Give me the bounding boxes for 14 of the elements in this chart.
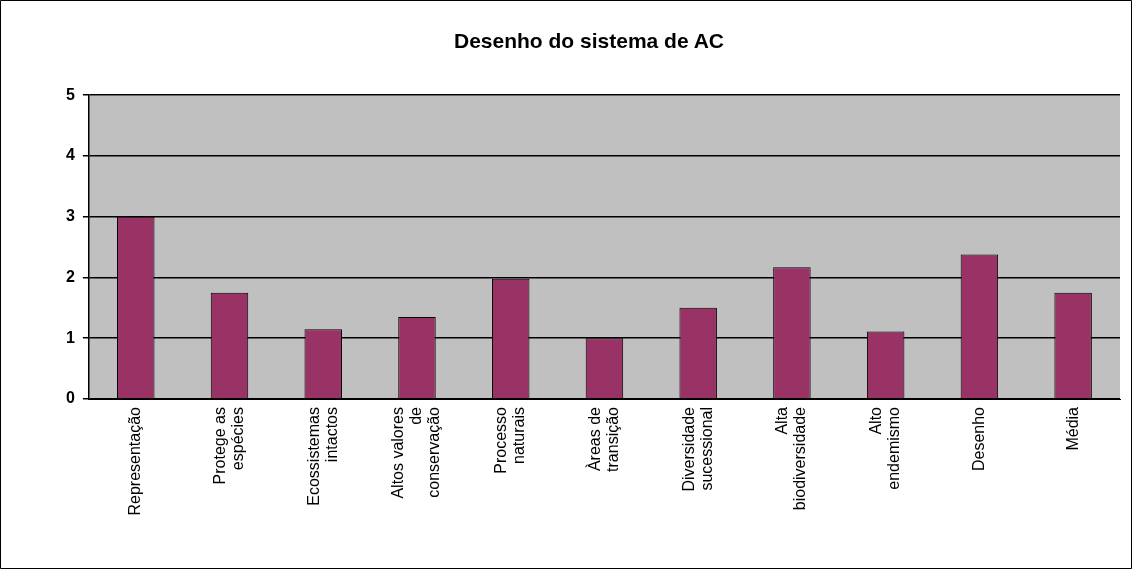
y-tick-label: 4 — [65, 146, 75, 164]
x-tick-label: Protege as espécies — [210, 407, 246, 485]
x-tick-label: Média — [1063, 406, 1081, 451]
y-tick-label: 3 — [65, 207, 75, 225]
x-tick-label: Ecossistemas intactos — [304, 407, 340, 506]
y-tick-label: 5 — [65, 85, 75, 103]
y-tick-label: 0 — [65, 389, 75, 407]
x-tick-label: Desenho — [969, 406, 987, 472]
y-tick-label: 2 — [65, 267, 75, 285]
x-tick-label: Representação — [126, 406, 144, 516]
y-tick-label: 1 — [65, 328, 75, 346]
x-tick-label: Àreas de transição — [584, 406, 621, 472]
chart-title: Desenho do sistema de AC — [454, 29, 724, 53]
x-tick-label: Processo naturais — [492, 406, 528, 474]
